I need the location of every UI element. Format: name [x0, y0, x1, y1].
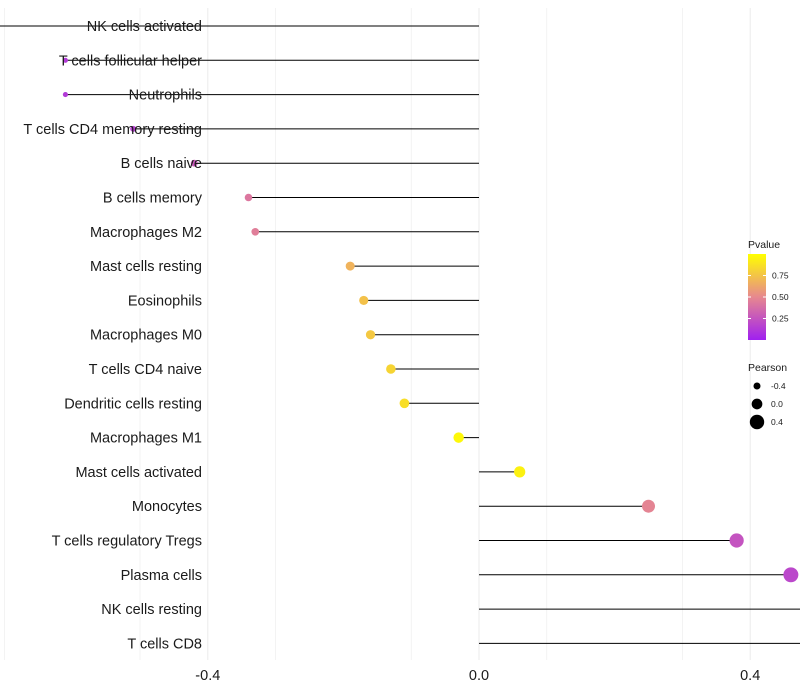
y-tick-label: Neutrophils: [129, 88, 202, 104]
x-axis-labels: -0.8-0.40.00.4: [195, 668, 760, 684]
size-legend-label: 0.0: [771, 399, 783, 409]
pvalue-colorbar: [748, 254, 766, 340]
size-legend-dot: [751, 398, 763, 410]
y-tick-label: Macrophages M1: [90, 431, 202, 447]
y-tick-label: NK cells activated: [87, 19, 202, 35]
data-point: [514, 466, 526, 478]
size-legend-label: 0.4: [771, 417, 783, 427]
y-axis-labels: NK cells activated T cells follicular hel…: [23, 19, 202, 652]
y-tick-label: Macrophages M2: [90, 225, 202, 241]
y-tick-label: B cells naive: [121, 156, 202, 172]
data-point: [130, 125, 137, 132]
y-tick-label: Macrophages M0: [90, 328, 202, 344]
x-tick-label: -0.4: [195, 668, 220, 684]
data-point: [729, 533, 744, 548]
x-tick-label: 0.4: [740, 668, 760, 684]
data-point: [190, 159, 198, 167]
pvalue-colorbar-ticks: 0.25 0.50 0.75: [748, 271, 789, 324]
y-tick-label: Plasma cells: [121, 568, 202, 584]
x-tick-label: 0.0: [469, 668, 489, 684]
colorbar-tick-label: 0.50: [772, 292, 789, 302]
y-tick-label: T cells CD4 memory resting: [23, 122, 202, 138]
lollipop-stems: [0, 25, 800, 644]
y-tick-label: Mast cells activated: [75, 465, 202, 481]
data-point: [62, 92, 68, 98]
pearson-legend-title: Pearson: [748, 362, 787, 374]
data-point: [641, 499, 656, 513]
data-point: [359, 295, 369, 305]
data-point: [399, 398, 410, 409]
data-point: [345, 261, 355, 271]
size-legend-label: -0.4: [771, 381, 786, 391]
size-legend-dot: [749, 414, 765, 430]
colorbar-tick-label: 0.25: [772, 314, 789, 324]
size-legend-dot: [753, 382, 761, 390]
colorbar-tick-label: 0.75: [772, 271, 789, 281]
pvalue-legend-title: Pvalue: [748, 239, 780, 251]
data-point: [251, 227, 260, 236]
y-tick-label: Mast cells resting: [90, 259, 202, 275]
y-tick-label: T cells CD8: [127, 636, 202, 652]
legends: Pvalue 0.25 0.50 0.75 Pearson -0.4 0.0 0.4: [748, 239, 789, 430]
data-point: [365, 330, 376, 340]
data-point: [386, 364, 396, 374]
y-tick-label: T cells follicular helper: [59, 53, 202, 69]
data-point: [62, 57, 68, 63]
y-tick-label: T cells CD4 naive: [89, 362, 202, 378]
y-tick-label: Eosinophils: [128, 293, 202, 309]
y-tick-label: Dendritic cells resting: [64, 396, 202, 412]
data-point: [783, 567, 799, 583]
pearson-size-legend: -0.4 0.0 0.4: [749, 381, 786, 430]
lollipop-points: [62, 57, 799, 583]
y-tick-label: B cells memory: [103, 191, 203, 207]
y-tick-label: T cells regulatory Tregs: [52, 534, 202, 550]
y-tick-label: Monocytes: [132, 499, 202, 515]
data-point: [244, 193, 253, 202]
y-tick-label: NK cells resting: [101, 602, 202, 618]
data-point: [453, 432, 464, 443]
